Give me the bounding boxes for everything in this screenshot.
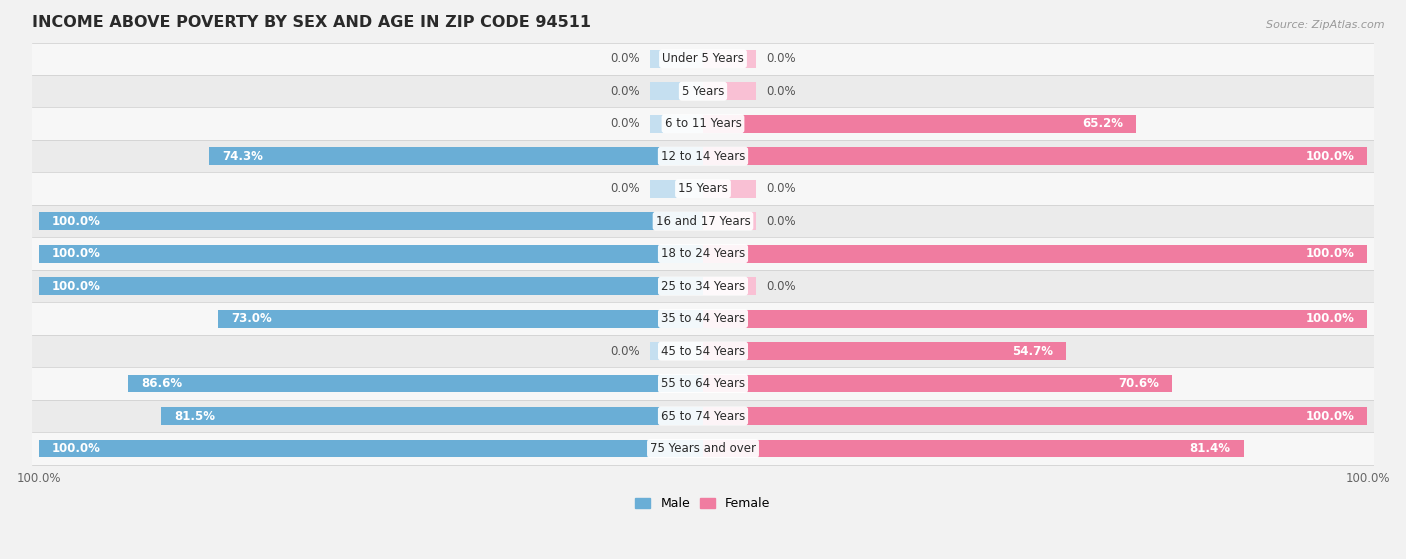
Text: 100.0%: 100.0% [1305, 247, 1354, 260]
Text: 81.4%: 81.4% [1189, 442, 1230, 455]
Bar [32, 302, 1374, 335]
Text: 100.0%: 100.0% [1305, 410, 1354, 423]
Bar [218, 310, 703, 328]
Bar [703, 147, 1368, 165]
Text: 100.0%: 100.0% [52, 247, 101, 260]
Bar [703, 212, 756, 230]
Text: 0.0%: 0.0% [766, 52, 796, 65]
Text: 100.0%: 100.0% [1305, 312, 1354, 325]
Bar [38, 245, 703, 263]
Text: 5 Years: 5 Years [682, 85, 724, 98]
Text: 0.0%: 0.0% [610, 52, 640, 65]
Bar [703, 50, 756, 68]
Legend: Male, Female: Male, Female [630, 492, 776, 515]
Text: 86.6%: 86.6% [141, 377, 181, 390]
Text: 100.0%: 100.0% [1305, 150, 1354, 163]
Text: 70.6%: 70.6% [1118, 377, 1159, 390]
Text: INCOME ABOVE POVERTY BY SEX AND AGE IN ZIP CODE 94511: INCOME ABOVE POVERTY BY SEX AND AGE IN Z… [32, 15, 591, 30]
Bar [32, 42, 1374, 75]
Bar [703, 439, 1244, 457]
Text: 0.0%: 0.0% [766, 182, 796, 195]
Text: 12 to 14 Years: 12 to 14 Years [661, 150, 745, 163]
Text: 0.0%: 0.0% [610, 344, 640, 358]
Bar [209, 147, 703, 165]
Bar [650, 180, 703, 197]
Bar [650, 50, 703, 68]
Text: 81.5%: 81.5% [174, 410, 215, 423]
Bar [162, 407, 703, 425]
Bar [703, 342, 1067, 360]
Text: Under 5 Years: Under 5 Years [662, 52, 744, 65]
Text: 54.7%: 54.7% [1012, 344, 1053, 358]
Bar [703, 82, 756, 100]
Bar [38, 439, 703, 457]
Bar [703, 115, 1136, 132]
Text: Source: ZipAtlas.com: Source: ZipAtlas.com [1267, 20, 1385, 30]
Bar [32, 172, 1374, 205]
Text: 100.0%: 100.0% [52, 280, 101, 292]
Text: 0.0%: 0.0% [610, 117, 640, 130]
Bar [32, 107, 1374, 140]
Text: 65 to 74 Years: 65 to 74 Years [661, 410, 745, 423]
Bar [38, 277, 703, 295]
Bar [650, 342, 703, 360]
Bar [128, 375, 703, 392]
Text: 73.0%: 73.0% [231, 312, 271, 325]
Text: 0.0%: 0.0% [610, 182, 640, 195]
Bar [38, 212, 703, 230]
Bar [32, 238, 1374, 270]
Bar [32, 432, 1374, 465]
Bar [703, 180, 756, 197]
Text: 25 to 34 Years: 25 to 34 Years [661, 280, 745, 292]
Text: 75 Years and over: 75 Years and over [650, 442, 756, 455]
Bar [703, 375, 1173, 392]
Bar [32, 140, 1374, 172]
Bar [32, 205, 1374, 238]
Bar [650, 115, 703, 132]
Bar [32, 335, 1374, 367]
Text: 45 to 54 Years: 45 to 54 Years [661, 344, 745, 358]
Text: 16 and 17 Years: 16 and 17 Years [655, 215, 751, 228]
Bar [32, 75, 1374, 107]
Bar [703, 277, 756, 295]
Text: 74.3%: 74.3% [222, 150, 263, 163]
Text: 35 to 44 Years: 35 to 44 Years [661, 312, 745, 325]
Text: 55 to 64 Years: 55 to 64 Years [661, 377, 745, 390]
Bar [703, 245, 1368, 263]
Text: 100.0%: 100.0% [52, 215, 101, 228]
Bar [650, 82, 703, 100]
Bar [703, 310, 1368, 328]
Text: 18 to 24 Years: 18 to 24 Years [661, 247, 745, 260]
Text: 0.0%: 0.0% [766, 280, 796, 292]
Bar [703, 407, 1368, 425]
Bar [32, 270, 1374, 302]
Bar [32, 367, 1374, 400]
Text: 65.2%: 65.2% [1083, 117, 1123, 130]
Text: 6 to 11 Years: 6 to 11 Years [665, 117, 741, 130]
Text: 100.0%: 100.0% [52, 442, 101, 455]
Text: 0.0%: 0.0% [766, 215, 796, 228]
Text: 15 Years: 15 Years [678, 182, 728, 195]
Text: 0.0%: 0.0% [766, 85, 796, 98]
Bar [32, 400, 1374, 432]
Text: 0.0%: 0.0% [610, 85, 640, 98]
